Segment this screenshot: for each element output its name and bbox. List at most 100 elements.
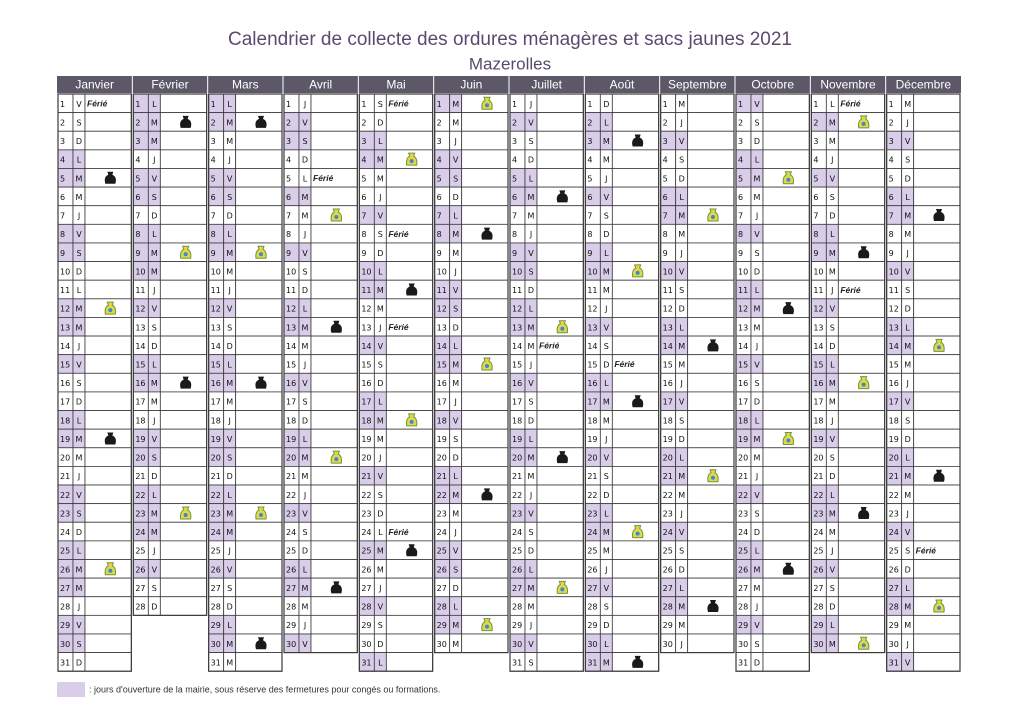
month-column-border	[132, 93, 208, 616]
day-number: 5	[889, 174, 894, 183]
note-cell	[536, 559, 584, 579]
day-number: 17	[813, 398, 823, 407]
weekday-letter: M	[528, 193, 535, 202]
note-cell	[762, 596, 810, 616]
note-cell	[536, 372, 584, 393]
note-cell	[762, 130, 810, 151]
day-number: 30	[361, 640, 371, 649]
note-cell	[611, 503, 660, 523]
day-number: 5	[587, 174, 592, 183]
weekday-letter: D	[76, 398, 82, 407]
note-cell	[687, 447, 735, 467]
day-number: 27	[361, 584, 371, 593]
day-number: 2	[211, 118, 216, 127]
note-cell	[762, 93, 810, 114]
note-cell	[461, 168, 509, 188]
weekday-letter: L	[905, 454, 910, 463]
day-number: 3	[437, 137, 442, 146]
note-cell	[611, 223, 660, 244]
weekday-letter: M	[603, 547, 610, 556]
note-cell	[461, 447, 509, 467]
weekday-letter: M	[904, 621, 911, 630]
note-cell	[159, 168, 208, 188]
weekday-letter: D	[151, 472, 157, 481]
weekday-letter: S	[227, 193, 232, 202]
weekday-letter: V	[679, 528, 685, 537]
day-number: 28	[512, 603, 522, 612]
day-number: 9	[60, 249, 65, 258]
note-cell	[461, 521, 509, 542]
day-number: 19	[663, 435, 673, 444]
note-cell	[159, 410, 208, 430]
day-number: 17	[512, 398, 522, 407]
weekday-letter: M	[829, 509, 836, 518]
note-cell	[536, 652, 584, 672]
weekday-letter: V	[453, 156, 459, 165]
weekday-letter: J	[679, 509, 682, 518]
day-number: 6	[587, 193, 592, 202]
weekday-letter: M	[151, 379, 158, 388]
note-cell	[687, 317, 735, 337]
weekday-letter: M	[829, 528, 836, 537]
day-number: 9	[738, 249, 743, 258]
weekday-letter: M	[603, 416, 610, 425]
note-cell	[687, 149, 735, 169]
day-number: 25	[211, 547, 221, 556]
month-column-border	[434, 93, 509, 654]
note-cell	[611, 149, 660, 169]
weekday-letter: S	[528, 528, 533, 537]
weekday-letter: M	[452, 100, 459, 109]
day-number: 9	[512, 249, 517, 258]
day-number: 28	[889, 603, 899, 612]
black-bag-icon	[632, 134, 644, 147]
day-number: 23	[286, 509, 296, 518]
weekday-letter: L	[303, 435, 308, 444]
weekday-letter: V	[152, 174, 158, 183]
yellow-bag-symbol	[183, 252, 188, 257]
day-number: 20	[738, 454, 748, 463]
day-number: 17	[738, 398, 748, 407]
note-cell	[762, 205, 810, 225]
yellow-bag-icon	[179, 506, 192, 520]
note-cell	[762, 391, 810, 411]
yellow-bag-icon	[631, 525, 644, 539]
note-cell	[159, 279, 208, 300]
note-cell	[310, 540, 358, 560]
day-number: 13	[813, 323, 823, 332]
note-cell	[611, 428, 660, 449]
weekday-letter: S	[604, 603, 609, 612]
day-number: 26	[512, 565, 522, 574]
note-cell	[159, 596, 208, 616]
yellow-bag-symbol	[937, 345, 941, 350]
day-number: 19	[361, 435, 371, 444]
note-cell	[762, 503, 810, 523]
note-cell	[687, 410, 735, 430]
weekday-letter: V	[302, 509, 308, 518]
weekday-letter: D	[302, 156, 308, 165]
weekday-letter: M	[754, 323, 761, 332]
day-number: 21	[889, 472, 899, 481]
day-number: 5	[211, 174, 216, 183]
weekday-letter: D	[905, 174, 911, 183]
weekday-letter: S	[152, 193, 157, 202]
note-cell	[84, 130, 132, 151]
note-cell	[310, 298, 358, 318]
note-cell	[461, 596, 509, 616]
weekday-letter: S	[905, 286, 910, 295]
day-number: 29	[286, 621, 296, 630]
weekday-letter: L	[77, 416, 82, 425]
day-number: 28	[211, 603, 221, 612]
yellow-bag-symbol	[183, 512, 188, 517]
weekday-letter: S	[378, 230, 383, 239]
note-cell	[159, 261, 208, 281]
day-number: 6	[512, 193, 517, 202]
weekday-letter: L	[152, 360, 157, 369]
weekday-letter: M	[76, 454, 83, 463]
weekday-letter: M	[904, 491, 911, 500]
day-number: 7	[60, 212, 65, 221]
day-number: 19	[587, 435, 597, 444]
weekday-letter: D	[754, 658, 760, 667]
note-cell	[762, 261, 810, 281]
day-number: 29	[512, 621, 522, 630]
day-number: 14	[437, 342, 447, 351]
